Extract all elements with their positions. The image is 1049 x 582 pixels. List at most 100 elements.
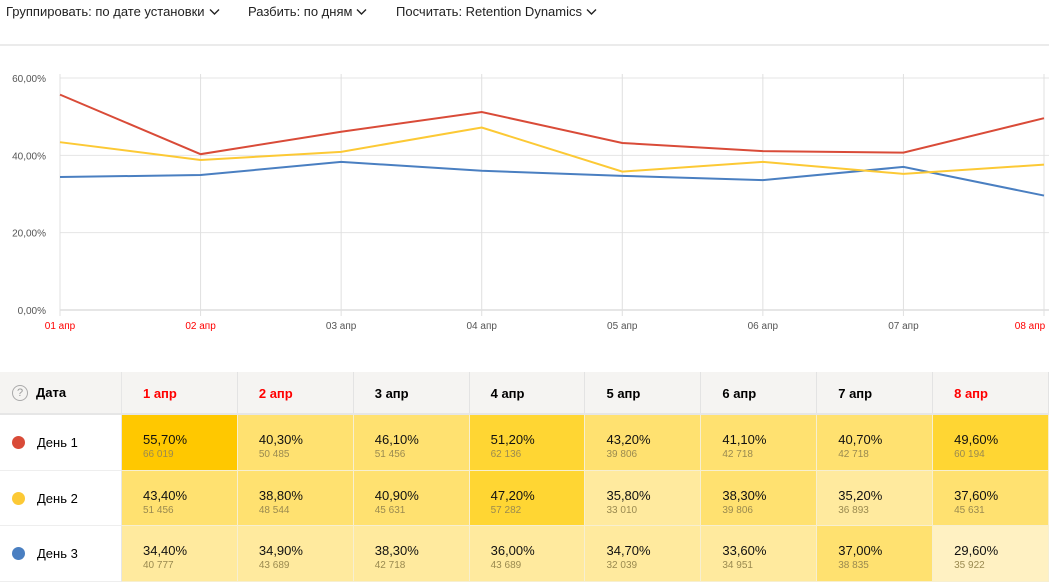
series-color-dot-icon [12, 547, 25, 561]
user-count: 45 631 [374, 504, 406, 516]
user-count: 42 718 [374, 560, 406, 572]
retention-percent: 38,30% [374, 543, 419, 559]
table-cell[interactable]: 34,90% 43 689 [237, 526, 354, 582]
table-cell[interactable]: 41,10% 42 718 [701, 415, 818, 471]
table-cell[interactable]: 43,20% 39 806 [585, 415, 702, 471]
retention-percent: 34,70% [606, 543, 651, 559]
user-count: 43 689 [258, 560, 290, 572]
retention-percent: 36,00% [490, 543, 535, 559]
retention-percent: 43,20% [606, 432, 651, 447]
split-by-label: Разбить: по дням [248, 4, 353, 19]
table-row: День 1 55,70% 66 019 40,30% 50 485 46,10% 51 4… [0, 415, 1049, 471]
table-cell[interactable]: 40,70% 42 718 [817, 415, 934, 471]
user-count: 60 194 [954, 449, 985, 460]
user-count: 45 631 [954, 504, 985, 516]
retention-percent: 49,60% [954, 432, 999, 447]
retention-percent: 55,70% [142, 432, 188, 447]
retention-percent: 37,60% [954, 487, 999, 503]
series-line [59, 160, 1045, 197]
table-cell[interactable]: 36,00% 43 689 [469, 526, 586, 582]
retention-percent: 46,10% [374, 432, 419, 447]
column-header[interactable]: 3 апр [354, 372, 470, 413]
series-line [59, 126, 1045, 175]
table-cell[interactable]: 43,40% 51 456 [121, 470, 238, 527]
retention-percent: 37,00% [838, 543, 883, 559]
retention-percent: 40,30% [258, 432, 303, 447]
user-count: 32 039 [606, 560, 638, 572]
table-cell[interactable]: 35,20% 36 893 [817, 470, 934, 527]
retention-percent: 47,20% [490, 487, 535, 503]
retention-percent: 43,40% [142, 487, 188, 503]
table-row: День 2 43,40% 51 456 38,80% 48 544 40,90% 45 6… [0, 470, 1049, 527]
y-tick-label: 20,00% [12, 229, 46, 240]
user-count: 42 718 [838, 449, 869, 460]
metric-dropdown[interactable]: Посчитать: Retention Dynamics [396, 4, 597, 19]
retention-percent: 34,90% [258, 543, 303, 559]
toolbar: Группировать: по дате установки Разбить:… [0, 0, 1049, 46]
y-tick-label: 0,00% [18, 306, 46, 317]
retention-percent: 35,20% [838, 487, 883, 503]
retention-percent: 35,80% [606, 487, 651, 503]
user-count: 43 689 [490, 560, 522, 572]
x-tick-label: 02 апр [185, 321, 216, 332]
column-header[interactable]: 1 апр [122, 372, 238, 413]
user-count: 39 806 [606, 449, 638, 460]
retention-percent: 34,40% [142, 543, 188, 559]
split-by-dropdown[interactable]: Разбить: по дням [248, 4, 367, 19]
user-count: 51 456 [142, 504, 174, 516]
user-count: 39 806 [722, 504, 753, 516]
table-cell[interactable]: 29,60% 35 922 [933, 526, 1049, 582]
x-tick-label: 04 апр [466, 321, 497, 332]
table-cell[interactable]: 34,70% 32 039 [585, 526, 702, 582]
group-by-dropdown[interactable]: Группировать: по дате установки [6, 4, 220, 19]
user-count: 40 777 [142, 560, 174, 572]
table-cell[interactable]: 37,60% 45 631 [933, 470, 1049, 527]
x-tick-label: 01 апр [45, 321, 76, 332]
column-header[interactable]: 8 апр [933, 372, 1049, 413]
user-count: 66 019 [142, 449, 174, 460]
table-cell[interactable]: 40,30% 50 485 [237, 415, 354, 471]
date-header: ? Дата [0, 372, 122, 413]
column-header[interactable]: 4 апр [470, 372, 586, 413]
retention-percent: 38,30% [722, 487, 767, 503]
column-header[interactable]: 6 апр [701, 372, 818, 413]
row-label-text: День 2 [37, 490, 78, 506]
table-row: День 3 34,40% 40 777 34,90% 43 689 38,30% 42 7… [0, 526, 1049, 582]
retention-percent: 29,60% [954, 543, 999, 559]
table-cell[interactable]: 38,30% 42 718 [353, 526, 470, 582]
x-tick-label: 07 апр [888, 321, 919, 332]
x-tick-label: 05 апр [607, 321, 638, 332]
y-tick-label: 60,00% [12, 74, 46, 85]
table-cell[interactable]: 55,70% 66 019 [121, 415, 238, 471]
x-tick-label: 06 апр [748, 321, 779, 332]
table-cell[interactable]: 38,80% 48 544 [237, 470, 354, 527]
table-cell[interactable]: 49,60% 60 194 [933, 415, 1049, 471]
table-cell[interactable]: 35,80% 33 010 [585, 470, 702, 527]
table-cell[interactable]: 40,90% 45 631 [353, 470, 470, 527]
table-cell[interactable]: 34,40% 40 777 [121, 526, 238, 582]
row-label-text: День 1 [37, 434, 78, 450]
column-header[interactable]: 7 апр [817, 372, 934, 413]
table-cell[interactable]: 47,20% 57 282 [469, 470, 586, 527]
user-count: 48 544 [258, 504, 290, 516]
table-header-row: ? Дата 1 апр 2 апр 3 апр 4 апр 5 апр 6 апр 7 апр… [0, 372, 1049, 415]
table-cell[interactable]: 37,00% 38 835 [817, 526, 934, 582]
x-tick-label: 03 апр [326, 321, 357, 332]
user-count: 50 485 [258, 449, 290, 460]
chevron-down-icon [209, 8, 220, 15]
y-tick-label: 40,00% [12, 151, 46, 162]
row-label: День 2 [0, 470, 122, 527]
table-cell[interactable]: 51,20% 62 136 [469, 415, 586, 471]
retention-percent: 38,80% [258, 487, 303, 503]
help-icon[interactable]: ? [12, 384, 28, 401]
chevron-down-icon [356, 8, 367, 15]
table-cell[interactable]: 33,60% 34 951 [701, 526, 818, 582]
row-label-text: День 3 [37, 546, 78, 562]
column-header[interactable]: 5 апр [585, 372, 702, 413]
column-header[interactable]: 2 апр [238, 372, 354, 413]
retention-percent: 40,90% [374, 487, 419, 503]
table-cell[interactable]: 38,30% 39 806 [701, 470, 818, 527]
table-cell[interactable]: 46,10% 51 456 [353, 415, 470, 471]
user-count: 33 010 [606, 504, 638, 516]
retention-percent: 33,60% [722, 543, 767, 559]
